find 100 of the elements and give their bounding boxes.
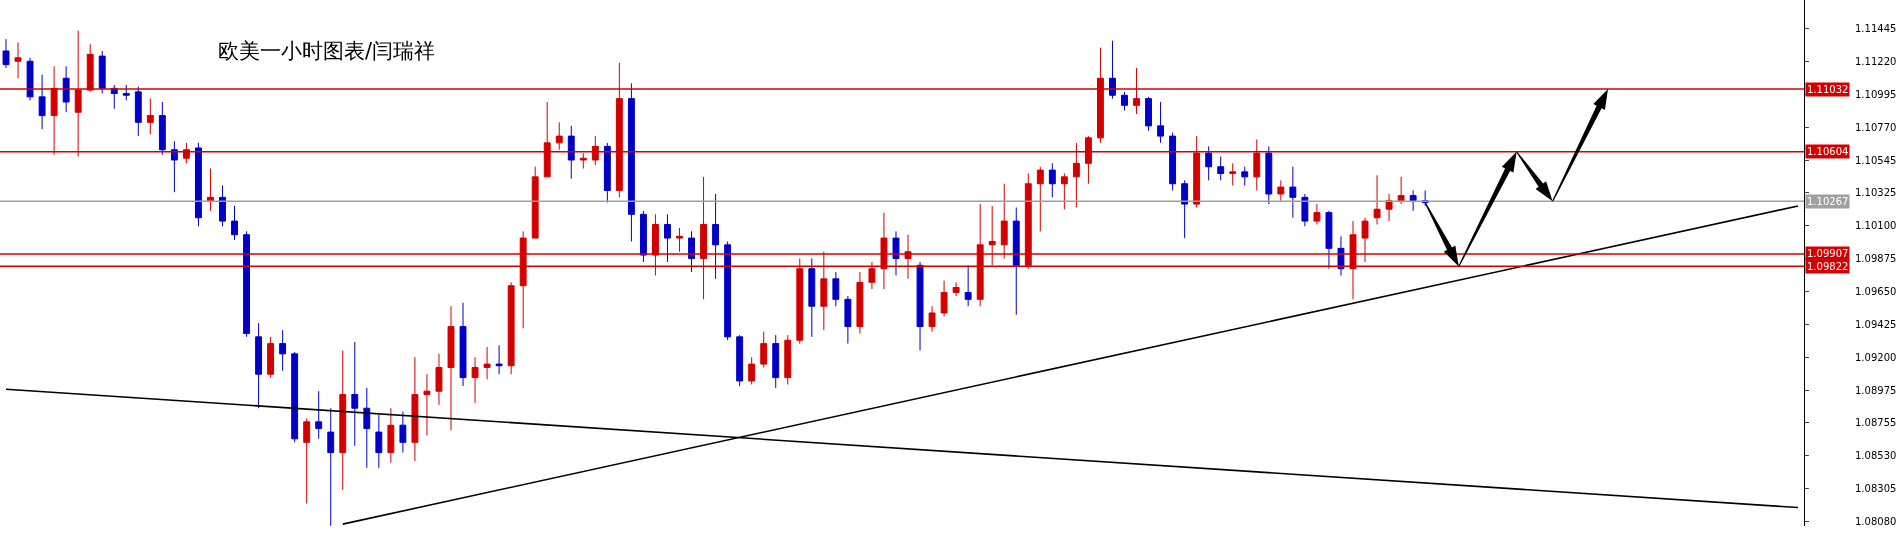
- y-tick-label: 1.10100: [1855, 220, 1896, 232]
- ref-line-label: 1.09822: [1807, 261, 1849, 272]
- candlestick: [1121, 91, 1128, 111]
- candlestick: [495, 344, 503, 375]
- candlestick: [1409, 189, 1417, 212]
- candlestick: [736, 334, 744, 387]
- candlestick: [567, 125, 575, 180]
- y-tick-label: 1.09650: [1855, 286, 1896, 298]
- candlestick: [772, 334, 780, 389]
- candlestick: [291, 351, 299, 443]
- ref-line-label: 1.10267: [1807, 196, 1849, 207]
- candlestick: [1241, 166, 1249, 186]
- y-tick-label: 1.09875: [1855, 253, 1896, 265]
- y-tick-label: 1.08530: [1855, 450, 1896, 462]
- candlestick: [1060, 172, 1068, 210]
- candlestick: [748, 356, 756, 385]
- candlestick: [219, 184, 226, 227]
- y-tick-label: 1.08755: [1855, 417, 1896, 429]
- candlestick: [1169, 132, 1177, 191]
- candlestick: [14, 41, 22, 79]
- ref-line-label: 1.10604: [1807, 146, 1849, 157]
- candlestick: [98, 50, 106, 94]
- candlestick: [1181, 179, 1189, 239]
- candlestick: [1048, 162, 1056, 198]
- y-tick-label: 1.11220: [1855, 56, 1896, 68]
- candlestick: [459, 302, 467, 387]
- candlestick: [1265, 145, 1273, 205]
- candlestick: [363, 387, 371, 469]
- candlestick: [351, 341, 359, 447]
- candlestick: [122, 84, 130, 101]
- y-tick-label: 1.10995: [1855, 89, 1896, 100]
- candlestick: [1205, 145, 1213, 181]
- text: 欧美一小时图表/闫瑞祥: [218, 39, 436, 64]
- candlestick: [1012, 206, 1020, 316]
- candlestick: [603, 142, 611, 203]
- candlestick: [1036, 166, 1044, 232]
- candlestick: [327, 407, 335, 526]
- candlestick: [243, 230, 250, 338]
- candlestick: [447, 305, 455, 431]
- y-tick-label: 1.08080: [1855, 516, 1896, 528]
- y-tick-label: 1.09425: [1855, 319, 1896, 331]
- ref-line-label: 1.11032: [1807, 84, 1849, 95]
- candlestick: [892, 230, 900, 276]
- y-tick-label: 1.10325: [1855, 187, 1896, 199]
- candlestick: [531, 166, 539, 239]
- candlestick: [315, 390, 323, 440]
- candlestick: [1289, 166, 1297, 219]
- candlestick: [1385, 193, 1393, 222]
- candlestick: [1145, 96, 1152, 132]
- candlestick: [940, 280, 948, 317]
- candlestick: [1313, 203, 1321, 225]
- candlestick: [664, 213, 671, 263]
- candlestick: [375, 414, 383, 469]
- y-tick-label: 1.08975: [1855, 384, 1896, 396]
- y-tick-label: 1.10770: [1855, 121, 1896, 133]
- y-tick-label: 1.10545: [1855, 154, 1896, 166]
- candlestick: [146, 98, 154, 135]
- candlestick: [507, 281, 515, 375]
- y-tick-label: 1.11445: [1855, 23, 1896, 35]
- candlestick: [231, 205, 238, 241]
- candlestick: [38, 74, 46, 130]
- candlestick: [194, 142, 202, 227]
- candlestick: [471, 356, 479, 404]
- candlestick: [832, 271, 840, 307]
- candlestick: [399, 411, 407, 454]
- candlestick: [627, 82, 635, 242]
- candlestick: [1277, 179, 1285, 202]
- candlestick: [856, 271, 864, 334]
- candlestick: [1397, 176, 1405, 205]
- candlestick: [1157, 101, 1165, 144]
- candlestick: [411, 356, 419, 462]
- candlestick: [952, 281, 960, 297]
- candlestick: [339, 349, 347, 491]
- candlestick: [158, 101, 166, 156]
- candlestick: [387, 407, 395, 464]
- candlestick: [964, 264, 972, 307]
- candlestick: [1301, 193, 1309, 227]
- candlestick: [760, 331, 768, 368]
- candlestick: [1373, 174, 1381, 225]
- candlestick: [639, 210, 647, 263]
- candlestick: [279, 329, 287, 372]
- candlestick: [2, 38, 10, 69]
- candlestick: [916, 261, 924, 351]
- candlestick: [1217, 155, 1225, 181]
- candlestick: [423, 373, 431, 436]
- candlestick: [134, 86, 142, 137]
- candlestick: [784, 334, 792, 385]
- candlestick: [62, 65, 70, 113]
- y-tick-label: 1.08305: [1855, 483, 1896, 495]
- candlestick: [928, 305, 936, 333]
- candlestick: [303, 417, 311, 505]
- candlestick: [1229, 162, 1237, 186]
- candlestick: [808, 257, 816, 338]
- ref-line-label: 1.09907: [1807, 248, 1849, 259]
- candlestick: [1325, 210, 1333, 270]
- candlestick: [724, 240, 732, 341]
- candlestick: [435, 353, 443, 406]
- candlestick: [26, 57, 34, 101]
- candlestick: [844, 295, 852, 345]
- candlestick: [267, 336, 275, 379]
